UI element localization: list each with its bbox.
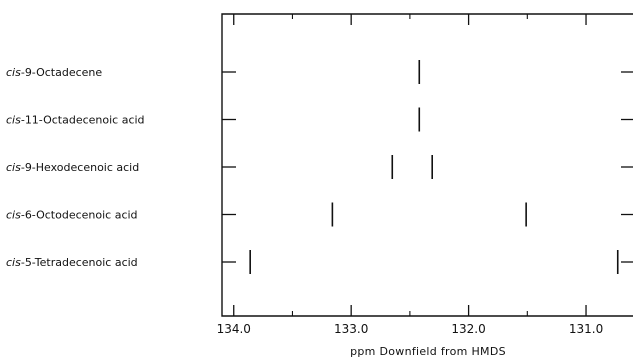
x-axis-title: ppm Downfield from HMDS (350, 345, 506, 358)
category-label: cis-11-Octadecenoic acid (6, 114, 145, 127)
category-label: cis-6-Octodecenoic acid (6, 209, 138, 222)
category-label: cis-9-Octadecene (6, 66, 102, 79)
x-tick-label: 134.0 (217, 322, 251, 336)
x-tick-label: 131.0 (569, 322, 603, 336)
category-label: cis-5-Tetradecenoic acid (6, 256, 138, 269)
category-label-prefix: cis (6, 161, 21, 174)
category-label-name: -9-Hexodecenoic acid (21, 161, 139, 174)
category-label-prefix: cis (6, 256, 21, 269)
x-tick-label: 132.0 (451, 322, 485, 336)
category-label-prefix: cis (6, 66, 21, 79)
category-label-prefix: cis (6, 209, 21, 222)
category-label-name: -5-Tetradecenoic acid (21, 256, 138, 269)
plot-border (221, 13, 633, 317)
category-label-name: -11-Octadecenoic acid (21, 114, 145, 127)
data-marks (222, 60, 633, 274)
category-label-prefix: cis (6, 114, 21, 127)
category-label-name: -9-Octadecene (21, 66, 103, 79)
x-axis-ticks: 134.0 133.0 132.0 131.0 (217, 14, 603, 336)
category-label-name: -6-Octodecenoic acid (21, 209, 138, 222)
x-tick-label: 133.0 (334, 322, 368, 336)
category-label: cis-9-Hexodecenoic acid (6, 161, 139, 174)
plot-frame (221, 13, 633, 317)
